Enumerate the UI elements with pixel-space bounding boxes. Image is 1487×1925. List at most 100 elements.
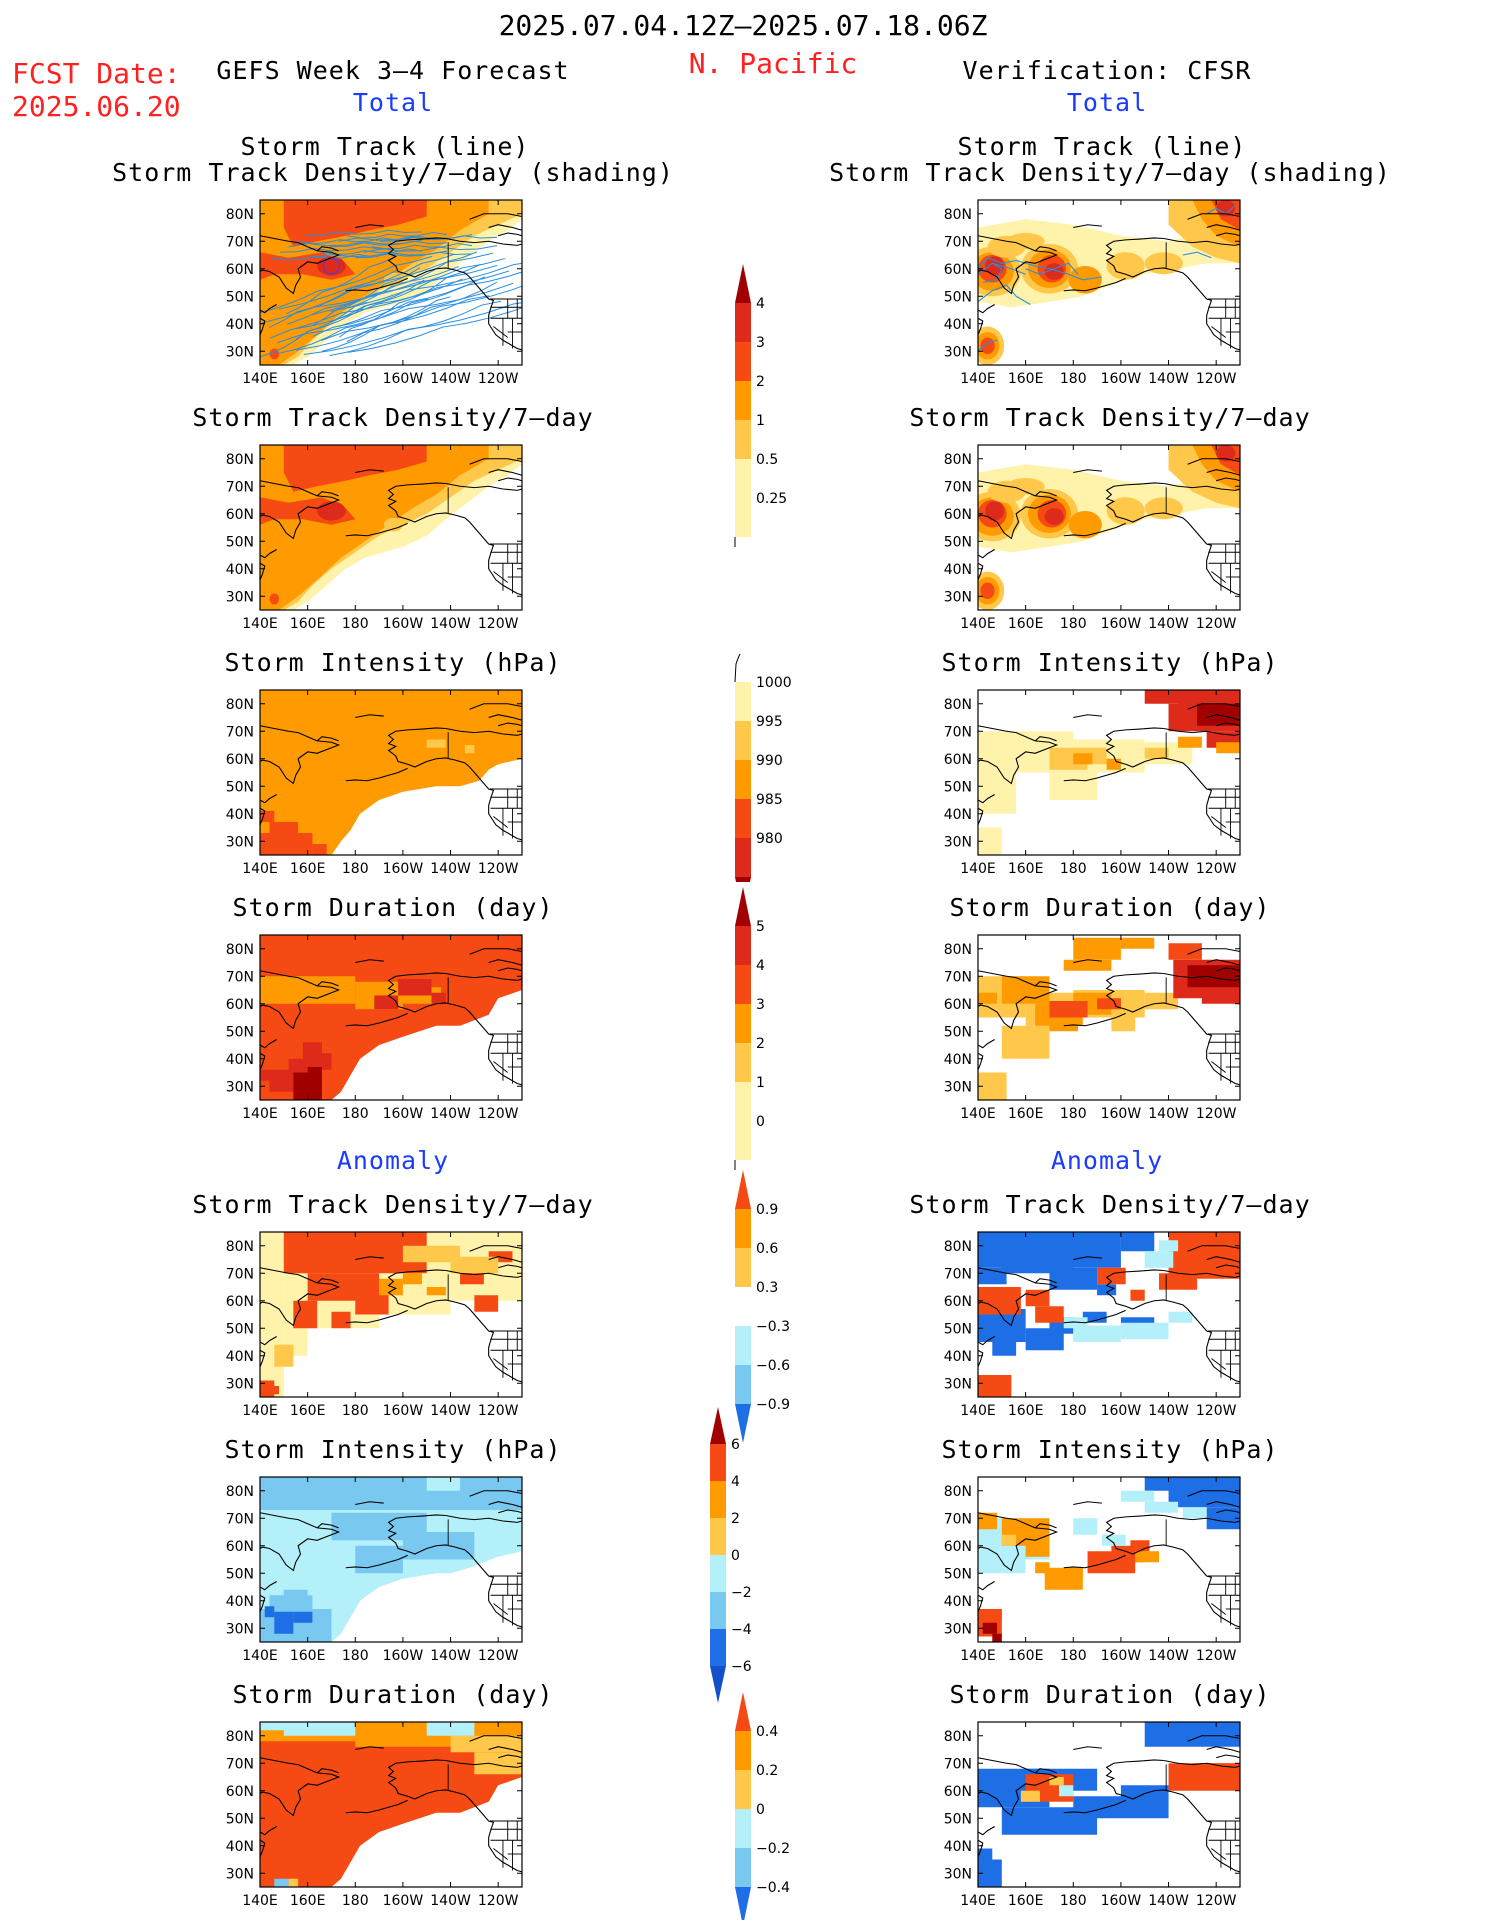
x-tick-label: 160E	[290, 861, 326, 877]
x-tick-label: 140W	[1148, 1106, 1189, 1122]
x-tick-label: 140W	[430, 371, 471, 387]
grid-cell	[426, 1722, 475, 1736]
y-tick-label: 40N	[226, 562, 254, 578]
coastlines	[259, 1735, 523, 1873]
x-tick-label: 140W	[1148, 371, 1189, 387]
x-tick-label: 140W	[1148, 1893, 1189, 1909]
coastline	[1063, 1554, 1126, 1569]
map-frame	[977, 1476, 1241, 1643]
shade-region	[260, 690, 522, 855]
colorbar-label: −0.6	[756, 1358, 790, 1374]
grid-cell	[474, 1295, 499, 1312]
coastline	[1073, 224, 1102, 229]
colorbar-arrow-bottom	[735, 877, 751, 882]
grid-cell	[274, 1611, 294, 1634]
colorbar-segment	[735, 1004, 751, 1043]
coastline	[1187, 213, 1241, 220]
coastline	[259, 317, 266, 335]
colorbar-label: −4	[731, 1622, 752, 1638]
coastline	[387, 1269, 523, 1383]
coastline	[488, 714, 523, 721]
x-tick-label: 140E	[960, 1106, 996, 1122]
x-tick-label: 140E	[960, 861, 996, 877]
colorbar-label: −0.9	[756, 1397, 790, 1413]
colorbar-segment	[735, 1326, 751, 1365]
grid-cell	[398, 979, 432, 996]
grid-cell	[288, 833, 313, 844]
storm-track-line	[982, 262, 1003, 284]
colorbar-label: 980	[756, 831, 783, 847]
shading	[260, 1232, 522, 1397]
colorbar-segment	[735, 682, 751, 721]
right-density-title: Storm Track Density/7–day	[909, 403, 1311, 432]
grid-cell	[269, 1069, 294, 1092]
y-tick-label: 80N	[226, 1239, 254, 1255]
x-tick-label: 140E	[960, 1648, 996, 1664]
coastline	[355, 1746, 384, 1751]
y-tick-label: 30N	[226, 344, 254, 360]
grid-cell	[1135, 1551, 1160, 1563]
colorbar-label: −0.3	[756, 1319, 790, 1335]
storm-track-line	[278, 252, 494, 310]
x-tick-label: 180	[342, 1648, 369, 1664]
x-tick-label: 160E	[290, 1648, 326, 1664]
grid-cell	[426, 1287, 446, 1296]
y-tick-label: 70N	[944, 1511, 972, 1527]
shade-region	[283, 445, 427, 492]
x-tick-label: 180	[342, 371, 369, 387]
coastline	[316, 491, 339, 497]
colorbar-segment	[710, 1518, 726, 1555]
grid-cell	[1097, 1284, 1117, 1296]
y-tick-label: 70N	[226, 479, 254, 495]
coastlines	[977, 213, 1241, 351]
storm-track-line	[371, 242, 473, 250]
shading	[978, 200, 1240, 365]
x-tick-label: 140E	[242, 371, 278, 387]
storm-track-line	[380, 235, 498, 242]
colorbar-segment	[735, 721, 751, 760]
coastline	[1187, 703, 1241, 710]
coastline	[977, 304, 995, 314]
grid-cell	[1058, 1785, 1074, 1797]
x-tick-label: 140E	[242, 1403, 278, 1419]
coastline	[1034, 491, 1057, 497]
map-frame	[259, 444, 523, 611]
colorbar-label: 1	[756, 1075, 765, 1091]
coastlines	[977, 1490, 1241, 1628]
coastline	[1105, 1514, 1241, 1628]
coastlines	[977, 948, 1241, 1086]
x-tick-label: 160W	[1101, 371, 1142, 387]
coastlines	[977, 703, 1241, 841]
colorbar-arrow-top	[735, 1692, 751, 1731]
coastlines	[259, 1490, 523, 1628]
storm-track-line	[978, 257, 1102, 281]
y-tick-label: 40N	[226, 1052, 254, 1068]
storm-track-line	[1206, 205, 1236, 215]
coastlines	[259, 1245, 523, 1383]
y-tick-label: 80N	[226, 697, 254, 713]
storm-track-line	[269, 278, 463, 339]
coastline	[1216, 1509, 1241, 1514]
coastline	[1163, 1514, 1241, 1523]
shade-blob	[1106, 497, 1145, 525]
storm-track-line	[305, 229, 422, 237]
colorbar-segment	[735, 459, 751, 498]
map-verification-duration-anomaly: 80N 70N 60N 50N 40N 30N 140E 160E 180 160W 140W 120…	[944, 1721, 1241, 1909]
grid-cell	[260, 1477, 522, 1510]
colorbar-duration-anomaly: 0.4 0.2 0 −0.2 −0.4	[735, 1692, 790, 1920]
storm-track-line	[330, 263, 482, 323]
y-tick-label: 70N	[944, 234, 972, 250]
grid-cell	[1073, 1518, 1098, 1535]
coastline	[498, 1509, 523, 1514]
y-tick-label: 30N	[226, 834, 254, 850]
border-line	[493, 1358, 508, 1370]
grid-cell	[1144, 992, 1179, 1010]
y-tick-label: 50N	[226, 1024, 254, 1040]
coastline	[1216, 722, 1241, 727]
coastline	[1063, 522, 1126, 537]
colorbar-label: 4	[756, 958, 765, 974]
coastline	[445, 1759, 523, 1768]
coastline	[977, 549, 995, 559]
shade-blob	[1006, 478, 1045, 495]
coastline	[977, 1349, 984, 1367]
